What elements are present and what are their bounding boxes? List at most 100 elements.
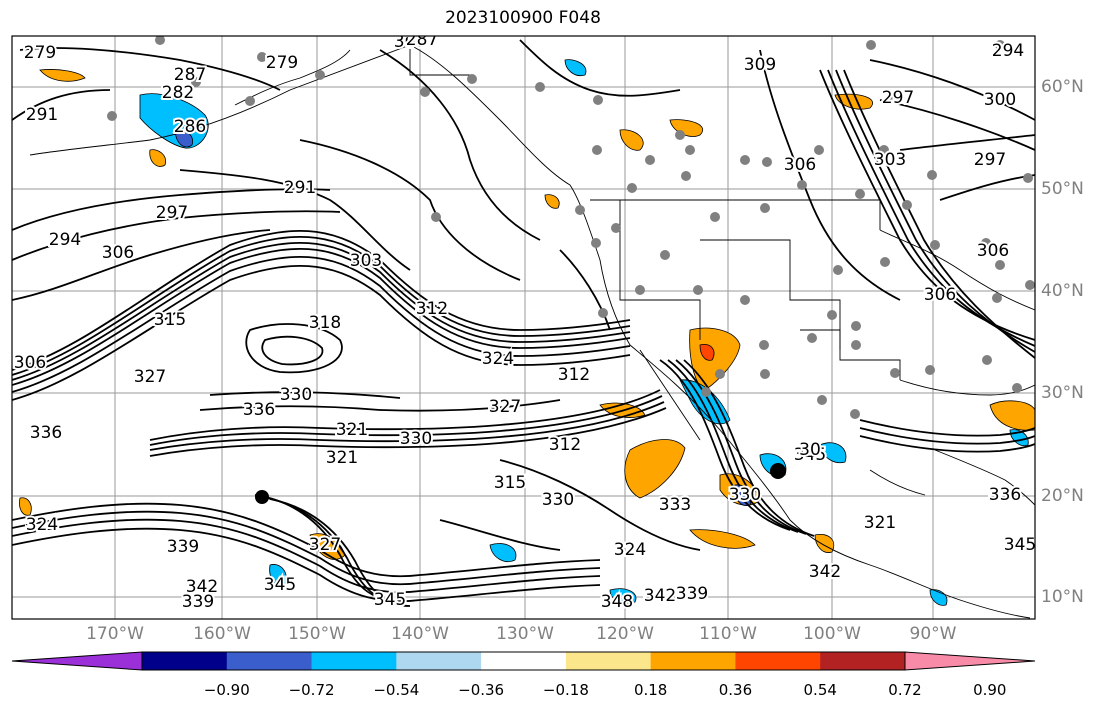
y-tick-label: 60°N — [1041, 77, 1084, 97]
contour-label-halo: 291 — [26, 105, 58, 125]
contour-label-halo: 336 — [243, 400, 275, 420]
contour-label: 318 — [309, 313, 341, 333]
y-tick-label: 50°N — [1041, 179, 1084, 199]
contour-label: 345 — [374, 590, 406, 610]
contour-label-halo: 345 — [1004, 535, 1036, 555]
contour-label-halo: 348 — [601, 592, 633, 612]
colorbar-segment — [481, 652, 567, 670]
contour-label: 312 — [416, 299, 448, 319]
contour-label-halo: 312 — [558, 365, 590, 385]
contour-label: 321 — [336, 420, 368, 440]
colorbar-segment — [565, 652, 652, 670]
contour-label: 333 — [659, 495, 691, 515]
colorbar-segment — [311, 652, 397, 670]
contour-label: 342 — [644, 586, 676, 606]
contour-label-halo: 336 — [30, 423, 62, 443]
contour-label-halo: 312 — [549, 435, 581, 455]
contour-label-halo: 330 — [280, 385, 312, 405]
contour-label-halo: 309 — [744, 55, 776, 75]
contour-label-halo: 327 — [134, 367, 166, 387]
contour-label-halo: 339 — [182, 592, 214, 612]
contour-label: 339 — [182, 592, 214, 612]
contour-label-halo: 297 — [882, 88, 914, 108]
colorbar — [11, 651, 1036, 671]
contour-label: 309 — [744, 55, 776, 75]
contour-label: 312 — [549, 435, 581, 455]
contour-label-halo: 287 — [406, 30, 438, 50]
contour-label-halo: 294 — [992, 41, 1024, 61]
contour-label: 327 — [309, 535, 341, 555]
contour-labels: 2792792872873063063093092792792822822912… — [12, 30, 1036, 614]
contour-label-halo: 294 — [49, 230, 81, 250]
contour-label: 306 — [784, 155, 816, 175]
contour-label: 324 — [26, 515, 58, 535]
colorbar-segment — [735, 652, 821, 670]
contour-label: 345 — [794, 445, 826, 465]
colorbar-segment — [820, 652, 906, 670]
contour-label: 336 — [30, 423, 62, 443]
contour-label: 303 — [350, 251, 382, 271]
contour-label-halo: 324 — [614, 540, 646, 560]
contour-label: 312 — [558, 365, 590, 385]
contour-label: 306 — [394, 32, 426, 52]
contour-label-halo: 324 — [482, 349, 514, 369]
contour-label-halo: 339 — [676, 584, 708, 604]
colorbar-tick-label: −0.72 — [288, 681, 335, 699]
contour-label: 342 — [809, 562, 841, 582]
contour-lines — [12, 39, 1035, 607]
contour-label: 324 — [614, 540, 646, 560]
contour-label-halo: 330 — [542, 490, 574, 510]
contour-label: 287 — [406, 30, 438, 50]
colorbar-tick-label: −0.90 — [203, 681, 250, 699]
contour-label: 327 — [134, 367, 166, 387]
y-tick-label: 10°N — [1041, 587, 1084, 607]
contour-label: 279 — [24, 43, 56, 63]
colorbar-segment — [650, 652, 736, 670]
contour-label: 306 — [924, 285, 956, 305]
contour-label-halo: 306 — [977, 241, 1009, 261]
contour-label-halo: 279 — [24, 43, 56, 63]
x-tick-label: 170°W — [86, 624, 144, 644]
contour-label-halo: 333 — [659, 495, 691, 515]
contour-label-halo: 342 — [809, 562, 841, 582]
contour-label-halo: 312 — [416, 299, 448, 319]
contour-label-halo: 306 — [784, 155, 816, 175]
contour-label-halo: 297 — [974, 150, 1006, 170]
contour-label-halo: 336 — [989, 485, 1021, 505]
shaded-field — [19, 59, 1035, 606]
contour-label: 306 — [977, 241, 1009, 261]
colorbar-tick-label: 0.54 — [803, 681, 837, 699]
contour-label: 348 — [601, 592, 633, 612]
contour-label-halo: 306 — [14, 353, 46, 373]
x-tick-label: 100°W — [803, 624, 861, 644]
colorbar-tick-label: 0.36 — [718, 681, 753, 699]
x-tick-label: 140°W — [391, 624, 449, 644]
contour-label: 294 — [992, 41, 1024, 61]
contour-label-halo: 330 — [400, 429, 432, 449]
contour-label-halo: 321 — [864, 513, 896, 533]
station-dots — [107, 36, 1035, 419]
contour-label: 330 — [280, 385, 312, 405]
contour-label: 286 — [174, 117, 206, 137]
x-tick-label: 150°W — [288, 624, 346, 644]
contour-label-halo: 342 — [644, 586, 676, 606]
contour-label-halo: 345 — [264, 575, 296, 595]
colorbar-tick-label: 0.72 — [888, 681, 922, 699]
contour-label: 339 — [676, 584, 708, 604]
contour-label: 321 — [864, 513, 896, 533]
contour-label-halo: 306 — [394, 32, 426, 52]
colorbar-segment — [396, 652, 482, 670]
x-tick-label: 120°W — [596, 624, 654, 644]
colorbar-tick-label: −0.54 — [373, 681, 420, 699]
contour-label: 321 — [326, 448, 358, 468]
contour-label-halo: 321 — [326, 448, 358, 468]
contour-label: 291 — [284, 178, 316, 198]
contour-label: 324 — [482, 349, 514, 369]
contour-label-halo: 303 — [874, 150, 906, 170]
contour-label: 297 — [974, 150, 1006, 170]
colorbar-tick-label: −0.18 — [542, 681, 589, 699]
contour-label-halo: 339 — [167, 537, 199, 557]
contour-label: 342 — [186, 577, 218, 597]
contour-label-halo: 306 — [102, 243, 134, 263]
x-tick-label: 160°W — [193, 624, 251, 644]
